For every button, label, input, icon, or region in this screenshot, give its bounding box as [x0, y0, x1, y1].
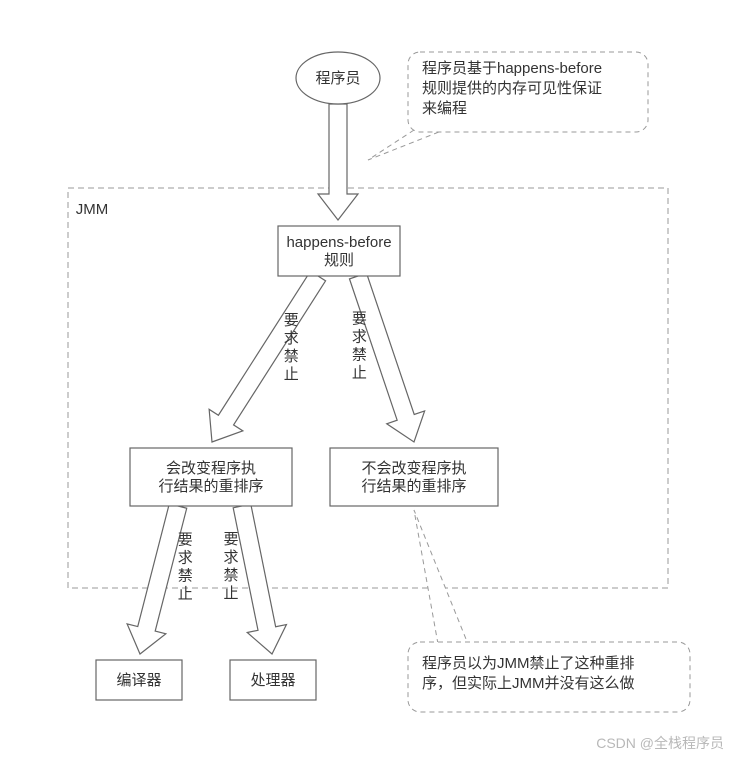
callout-text: 规则提供的内存可见性保证 — [422, 80, 602, 97]
block-arrow — [209, 271, 325, 442]
svg-text:要: 要 — [178, 531, 193, 548]
svg-text:规则: 规则 — [324, 252, 354, 269]
svg-text:止: 止 — [352, 365, 367, 382]
svg-text:禁: 禁 — [352, 347, 367, 364]
callout-text: 序，但实际上JMM并没有这么做 — [422, 675, 635, 692]
svg-text:止: 止 — [178, 585, 193, 602]
diagram-canvas: JMM要求禁止要求禁止要求禁止要求禁止程序员happens-before规则会改… — [0, 0, 738, 764]
svg-text:禁: 禁 — [284, 348, 299, 365]
svg-text:禁: 禁 — [224, 567, 239, 584]
svg-text:happens-before: happens-before — [286, 234, 391, 251]
svg-text:不会改变程序执: 不会改变程序执 — [361, 460, 466, 477]
block-arrow — [318, 104, 358, 220]
callout-text: 程序员基于happens-before — [422, 60, 602, 77]
svg-text:求: 求 — [352, 329, 367, 346]
watermark: CSDN @全栈程序员 — [596, 735, 724, 751]
callout-pointer — [368, 130, 444, 160]
svg-text:编译器: 编译器 — [116, 672, 161, 689]
callout-text: 程序员以为JMM禁止了这种重排 — [422, 655, 635, 672]
svg-text:止: 止 — [224, 585, 239, 602]
svg-text:JMM: JMM — [76, 201, 109, 218]
svg-text:禁: 禁 — [178, 567, 193, 584]
block-arrow — [233, 504, 286, 654]
svg-text:要: 要 — [284, 312, 299, 329]
svg-text:处理器: 处理器 — [250, 672, 295, 689]
svg-text:要: 要 — [352, 311, 367, 328]
svg-text:求: 求 — [178, 549, 193, 566]
svg-text:求: 求 — [284, 330, 299, 347]
svg-text:求: 求 — [224, 549, 239, 566]
callout-text: 来编程 — [422, 100, 467, 117]
svg-text:止: 止 — [284, 366, 299, 383]
svg-text:程序员: 程序员 — [315, 70, 360, 87]
callout-pointer — [414, 510, 468, 644]
svg-text:会改变程序执: 会改变程序执 — [166, 460, 256, 477]
svg-text:行结果的重排序: 行结果的重排序 — [158, 478, 263, 495]
svg-text:行结果的重排序: 行结果的重排序 — [361, 478, 466, 495]
svg-text:要: 要 — [224, 531, 239, 548]
